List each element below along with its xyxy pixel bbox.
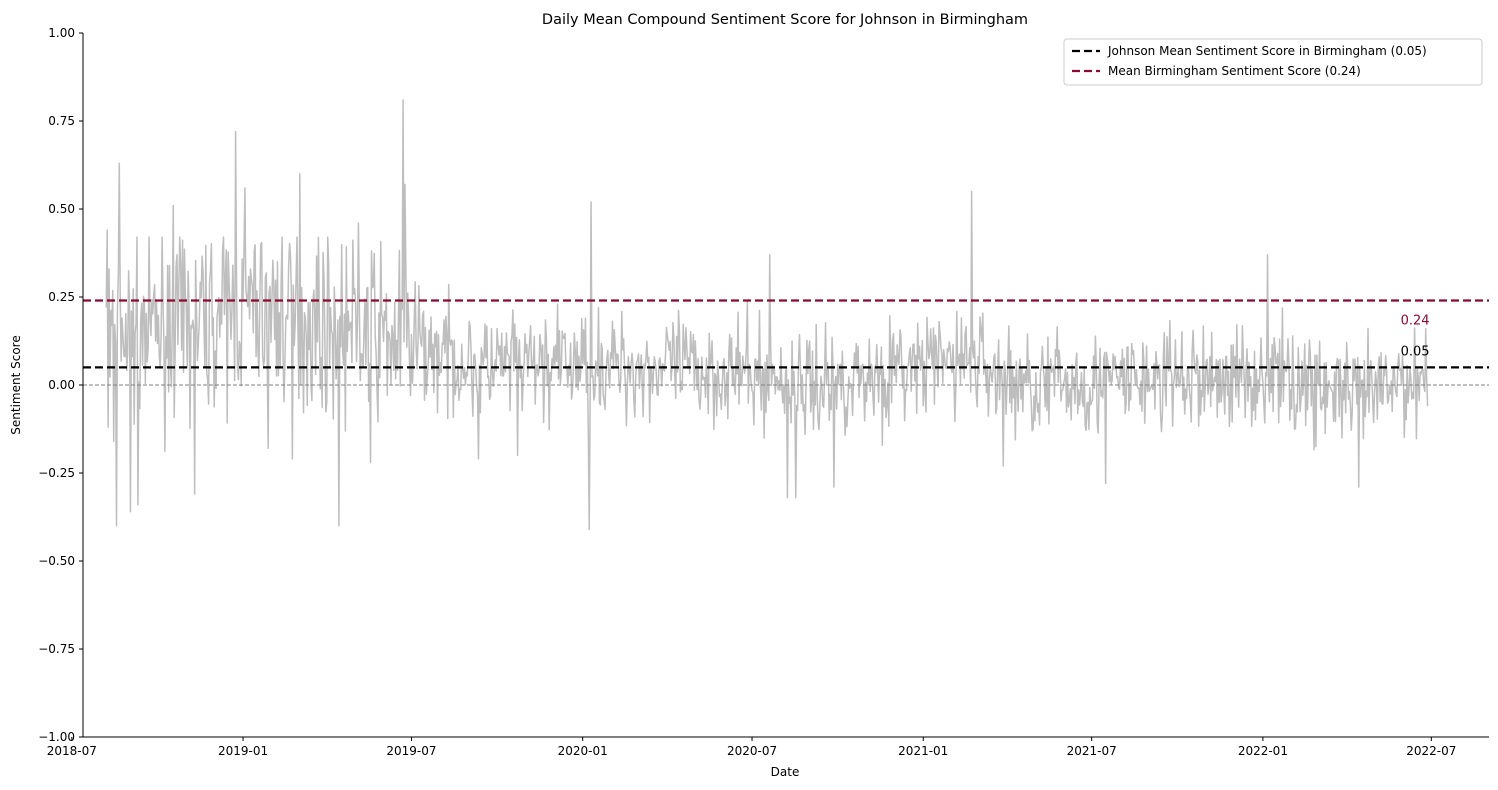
y-tick-label: −0.25 bbox=[38, 466, 75, 480]
x-tick-label: 2019-07 bbox=[386, 744, 436, 758]
legend: Johnson Mean Sentiment Score in Birmingh… bbox=[1063, 38, 1483, 86]
y-axis: 1.00 0.75 0.50 0.25 0.00 −0.25 −0.50 −0.75 −1.00 bbox=[38, 26, 84, 744]
johnson-mean-annotation: 0.05 bbox=[1401, 344, 1430, 359]
x-tick-label: 2022-07 bbox=[1406, 744, 1456, 758]
x-axis-title: Date bbox=[771, 765, 800, 779]
birmingham-mean-annotation: 0.24 bbox=[1401, 314, 1430, 329]
y-tick-label: 0.50 bbox=[48, 202, 75, 216]
x-tick-label: 2018-07 bbox=[47, 744, 97, 758]
y-tick-label: 1.00 bbox=[48, 26, 75, 40]
legend-label: Mean Birmingham Sentiment Score (0.24) bbox=[1108, 64, 1361, 78]
y-axis-title: Sentiment Score bbox=[9, 335, 23, 434]
y-tick-label: −1.00 bbox=[38, 730, 75, 744]
y-tick-label: −0.50 bbox=[38, 554, 75, 568]
chart-title: Daily Mean Compound Sentiment Score for … bbox=[542, 12, 1028, 28]
x-tick-label: 2022-01 bbox=[1238, 744, 1288, 758]
x-tick-label: 2021-01 bbox=[898, 744, 948, 758]
y-tick-label: −0.75 bbox=[38, 642, 75, 656]
x-axis: 2018-07 2019-01 2019-07 2020-01 2020-07 2021-… bbox=[47, 736, 1489, 758]
legend-label: Johnson Mean Sentiment Score in Birmingh… bbox=[1107, 44, 1427, 58]
sentiment-series-line bbox=[105, 99, 1429, 531]
y-tick-label: 0.75 bbox=[48, 114, 75, 128]
y-tick-label: 0.00 bbox=[48, 378, 75, 392]
legend-box bbox=[1063, 38, 1483, 86]
x-tick-label: 2019-01 bbox=[218, 744, 268, 758]
x-tick-label: 2020-01 bbox=[558, 744, 608, 758]
y-tick-label: 0.25 bbox=[48, 290, 75, 304]
x-tick-label: 2020-07 bbox=[727, 744, 777, 758]
plot-area: 0.24 0.05 bbox=[83, 99, 1489, 531]
x-tick-label: 2021-07 bbox=[1067, 744, 1117, 758]
